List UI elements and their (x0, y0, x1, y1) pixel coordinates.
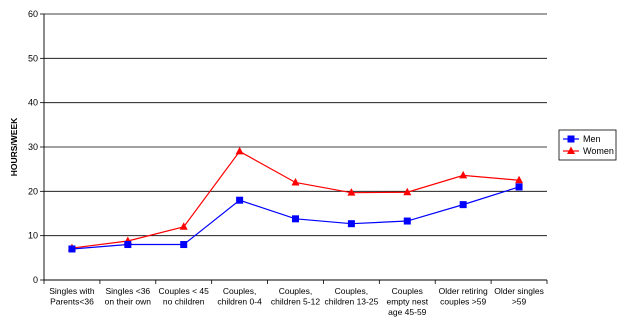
data-point-women (291, 177, 300, 186)
data-point-men (236, 196, 244, 204)
grid-lines (44, 13, 547, 237)
data-point-men (347, 220, 355, 228)
x-tick-label: Older singles >59 (494, 286, 544, 307)
data-point-women (403, 187, 412, 196)
data-point-women (459, 170, 468, 179)
y-axis-title: HOURS/WEEK (9, 117, 19, 176)
x-tick-label: Singles <36 on their own (105, 286, 152, 307)
axis-labels: 0 10 20 30 40 50 60 Singles with Parents<36 Singl… (9, 9, 544, 317)
x-tick-label: Older retiring couples >59 (439, 286, 488, 307)
legend: Men Women (558, 129, 617, 161)
y-tick-label: 40 (28, 98, 38, 108)
x-tick-label: Couples < 45 no children (159, 286, 210, 307)
data-point-men (459, 201, 467, 209)
y-tick-label: 20 (28, 186, 38, 196)
data-point-women (235, 146, 244, 155)
x-tick-label: Couples empty nest age 45-59 (386, 286, 428, 317)
y-tick-label: 0 (33, 275, 38, 285)
y-tick-label: 60 (28, 9, 38, 19)
data-point-men (180, 241, 188, 249)
axes (40, 13, 548, 284)
legend-marker-men (567, 135, 575, 143)
series-line-women (71, 150, 520, 249)
legend-marker-women (567, 146, 575, 154)
series-group (67, 146, 524, 253)
series-men (68, 183, 523, 253)
data-point-men (68, 245, 76, 253)
data-point-women (347, 188, 356, 196)
data-point-men (124, 241, 132, 249)
legend-label-women: Women (583, 146, 614, 156)
data-point-women (515, 175, 524, 184)
x-tick-label: Couples, children 0-4 (217, 286, 262, 307)
data-point-men (515, 183, 523, 191)
y-tick-label: 10 (28, 231, 38, 241)
data-point-men (292, 215, 299, 223)
data-point-women (179, 222, 188, 230)
x-tick-label: Singles with Parents<36 (49, 286, 95, 307)
y-tick-label: 30 (28, 142, 38, 152)
x-tick-label: Couples, children 13-25 (324, 286, 378, 307)
data-point-men (403, 217, 411, 225)
legend-label-men: Men (583, 134, 601, 144)
legend-box (558, 129, 617, 161)
y-tick-label: 50 (28, 53, 38, 63)
x-tick-label: Couples, children 5-12 (271, 286, 320, 307)
